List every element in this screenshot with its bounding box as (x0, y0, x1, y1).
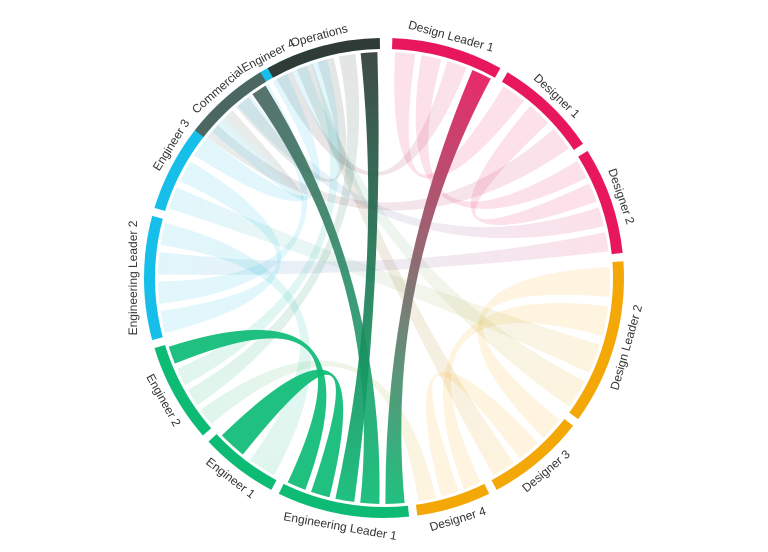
arc-engineer-2[interactable] (154, 344, 212, 436)
ribbon-designer-2-to-engineer-4[interactable] (237, 95, 604, 239)
arc-designer-2[interactable] (578, 150, 623, 255)
arc-operations[interactable] (267, 38, 381, 78)
ribbon-designer-3-to-designer-4[interactable] (425, 372, 539, 497)
ribbon-engineer-3-to-commercial[interactable] (211, 110, 305, 200)
ribbon-engineering-leader-2-to-designer-2[interactable] (158, 232, 609, 275)
ribbon-design-leader-1-to-designer-1[interactable] (394, 52, 525, 179)
group-arc-layer (143, 38, 624, 518)
arc-designer-3[interactable] (491, 418, 574, 490)
ribbon-design-leader-2-to-designer-4[interactable] (442, 302, 609, 490)
ribbon-layer-highlighted (168, 52, 491, 504)
ribbon-engineering-leader-1-to-commercial[interactable] (252, 85, 380, 504)
arc-commercial[interactable] (194, 72, 267, 138)
arc-design-leader-2[interactable] (569, 261, 624, 420)
arc-engineer-1[interactable] (208, 434, 277, 490)
ribbon-design-leader-1-to-operations[interactable] (276, 61, 467, 176)
arc-designer-1[interactable] (501, 72, 583, 150)
ribbon-engineering-leader-2-to-engineer-3[interactable] (160, 161, 282, 334)
label-engineering-leader-2: Engineering Leader 2 (126, 220, 140, 335)
ribbon-engineer-4-to-design-leader-2[interactable] (291, 65, 586, 407)
ribbon-designer-1-to-designer-2[interactable] (470, 105, 597, 226)
arc-designer-4[interactable] (415, 483, 490, 516)
ribbon-engineering-leader-1-to-engineer-2[interactable] (168, 329, 327, 490)
ribbon-engineer-2-to-engineer-4[interactable] (177, 59, 340, 386)
ribbon-design-leader-2-to-designer-3[interactable] (477, 266, 610, 438)
ribbon-design-leader-1-to-designer-2[interactable] (415, 55, 587, 209)
ribbon-engineering-leader-2-to-engineer-4[interactable] (158, 83, 308, 304)
ribbon-engineering-leader-1-to-engineer-1[interactable] (221, 369, 344, 498)
ribbon-engineering-leader-1-to-design-leader-1[interactable] (385, 70, 491, 504)
arc-engineering-leader-1[interactable] (278, 483, 410, 518)
ribbon-operations-to-commercial[interactable] (236, 57, 347, 182)
arc-design-leader-1[interactable] (391, 38, 501, 78)
ribbon-engineer-3-to-engineer-4[interactable] (194, 73, 320, 202)
ribbon-engineer-1-to-engineering-leader-2[interactable] (160, 222, 311, 476)
arc-engineering-leader-2[interactable] (143, 215, 163, 341)
ribbon-engineering-leader-1-to-operations[interactable] (335, 52, 379, 503)
